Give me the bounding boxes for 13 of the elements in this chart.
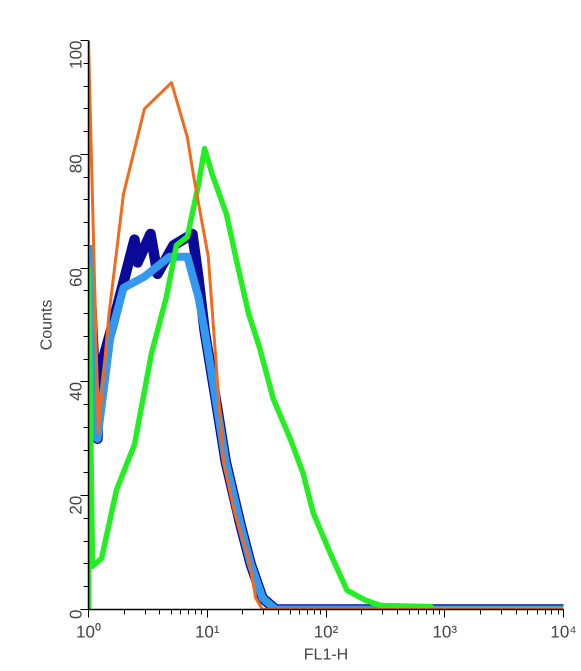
x-axis-title: FL1-H (304, 646, 348, 664)
x-tick-label: 10² (314, 622, 339, 642)
y-tick-label: 0 (66, 609, 86, 619)
y-tick-label: 20 (66, 496, 86, 515)
y-tick-label: 40 (66, 382, 86, 401)
x-tick-label: 10¹ (194, 622, 220, 642)
x-tick-label: 10⁴ (550, 622, 577, 642)
y-axis-title: Counts (38, 300, 56, 350)
y-tick-label: 60 (66, 268, 86, 288)
y-tick-label: 100 (66, 40, 86, 69)
x-tick-label: 10³ (432, 622, 458, 642)
y-tick-label: 80 (66, 154, 86, 174)
x-tick-label: 10⁰ (76, 622, 101, 642)
